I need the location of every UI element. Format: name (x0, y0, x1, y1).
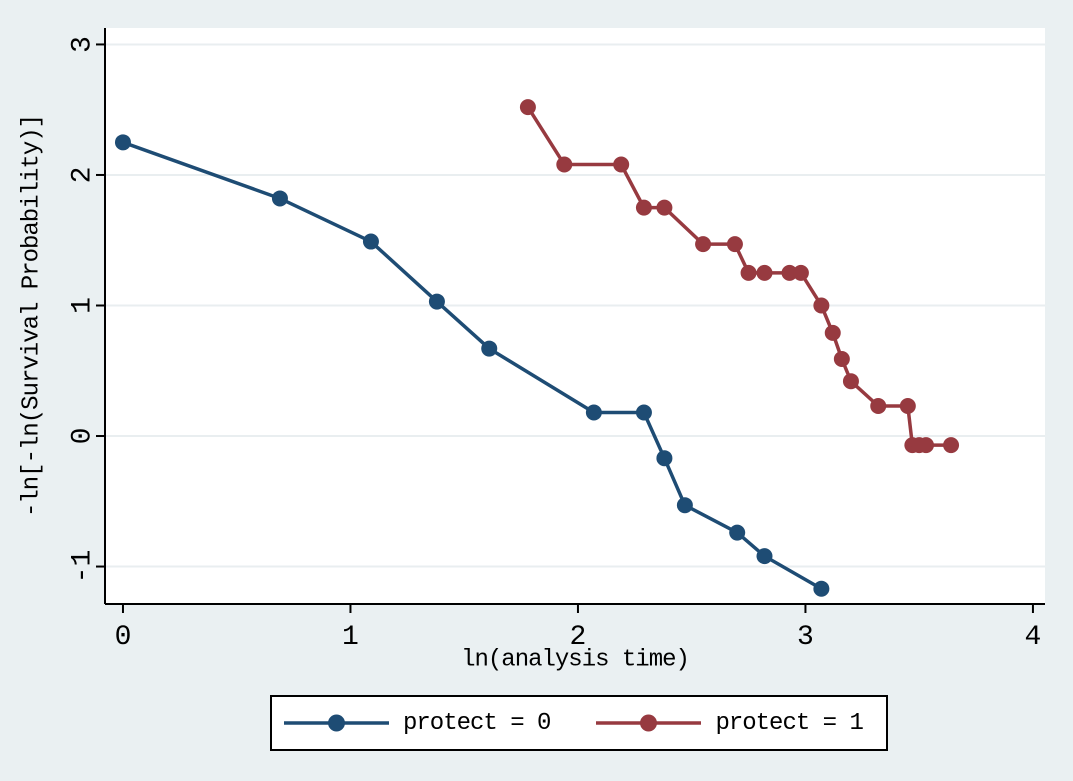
series-1-marker (943, 437, 960, 454)
y-tick-label: 0 (68, 428, 99, 445)
series-1-marker (519, 99, 536, 116)
y-axis-title: -ln[-ln(Survival Probability)] (18, 114, 46, 518)
x-axis-title: ln(analysis time) (461, 646, 690, 674)
series-0-marker (635, 404, 652, 421)
legend-label-protect-1: protect = 1 (715, 709, 863, 737)
series-1-marker (656, 199, 673, 216)
y-tick-label: 3 (68, 36, 99, 53)
series-0-marker (676, 497, 693, 514)
legend-marker-protect-0 (284, 714, 389, 732)
series-1-marker (833, 351, 850, 368)
series-1-marker (613, 156, 630, 173)
plot-background (105, 28, 1045, 604)
series-1-marker (556, 156, 573, 173)
y-tick-label: -1 (68, 550, 99, 584)
legend: protect = 0 protect = 1 (270, 695, 888, 751)
series-1-marker (870, 397, 887, 414)
legend-entry-protect-0: protect = 0 (284, 709, 551, 737)
series-1-marker (781, 264, 798, 281)
x-tick-label: 0 (115, 622, 132, 653)
series-0-marker (428, 293, 445, 310)
series-0-marker (756, 548, 773, 565)
series-1-marker (635, 199, 652, 216)
series-1-marker (756, 264, 773, 281)
legend-entry-protect-1: protect = 1 (596, 709, 864, 737)
series-0-marker (656, 450, 673, 467)
legend-label-protect-0: protect = 0 (403, 709, 551, 737)
series-1-marker (740, 264, 757, 281)
y-tick-label: 1 (68, 297, 99, 314)
x-tick-label: 1 (342, 622, 359, 653)
series-1-marker (792, 264, 809, 281)
x-tick-label: 2 (570, 622, 587, 653)
legend-marker-protect-1 (596, 714, 702, 732)
series-0-marker (271, 190, 288, 207)
x-tick-label: 4 (1025, 622, 1042, 653)
series-0-marker (729, 524, 746, 541)
series-1-marker (726, 236, 743, 253)
series-0-marker (362, 233, 379, 250)
series-1-marker (899, 397, 916, 414)
y-tick-label: 2 (68, 167, 99, 184)
series-1-marker (824, 324, 841, 341)
series-0-marker (114, 134, 131, 151)
series-0-marker (813, 580, 830, 597)
x-tick-label: 3 (797, 622, 814, 653)
series-0-marker (585, 404, 602, 421)
series-1-marker (813, 297, 830, 314)
series-1-marker (695, 236, 712, 253)
series-1-marker (842, 373, 859, 390)
series-0-marker (481, 340, 498, 357)
series-1-marker (918, 437, 935, 454)
